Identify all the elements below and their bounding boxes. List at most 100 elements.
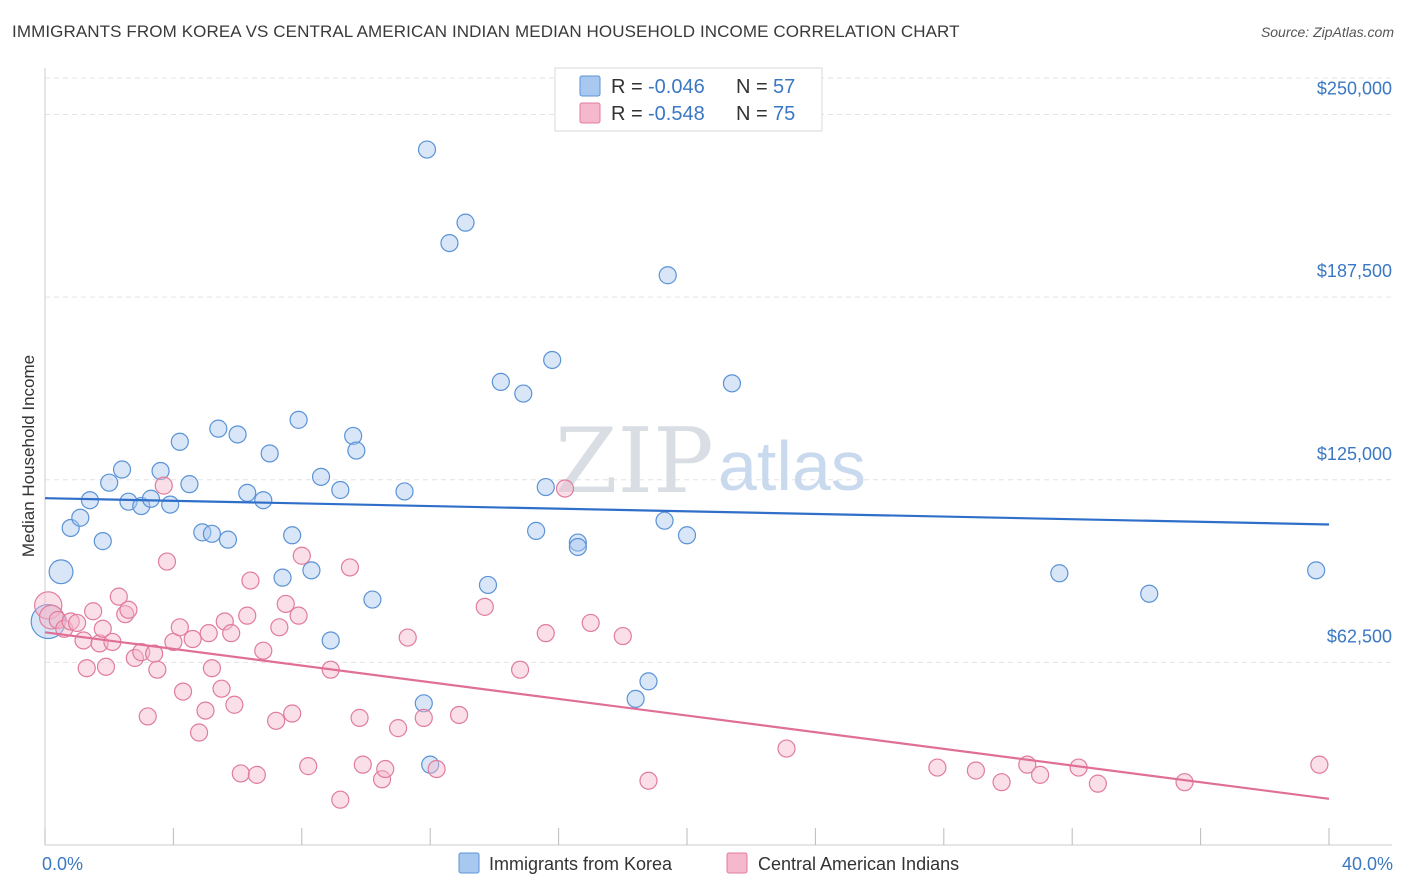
y-tick-label-3: $250,000 — [1317, 79, 1392, 99]
y-tick-label-2: $187,500 — [1317, 261, 1392, 281]
point-series0-9 — [132, 496, 151, 516]
point-series0-28 — [321, 631, 340, 650]
point-series0-41 — [514, 384, 533, 403]
point-series1-30 — [202, 659, 222, 678]
point-series0-39 — [478, 575, 498, 595]
axes — [44, 68, 1392, 846]
x-tick-label-0: 0.0% — [42, 854, 83, 874]
point-series1-48 — [331, 790, 350, 809]
point-series1-39 — [254, 641, 273, 660]
point-series1-56 — [414, 708, 433, 727]
legend-n-label-korea: N = — [736, 76, 768, 98]
point-series0-22 — [260, 444, 279, 463]
point-series1-73 — [1088, 774, 1107, 793]
legend-r-label-central-american: R = — [611, 103, 643, 125]
legend-n-value-korea: 57 — [773, 76, 795, 98]
point-series1-7 — [77, 659, 96, 678]
point-series1-22 — [157, 552, 177, 571]
point-series1-71 — [1030, 765, 1050, 784]
point-series0-17 — [209, 419, 228, 438]
point-series0-33 — [395, 482, 414, 501]
legend-r-value-korea: -0.046 — [648, 76, 705, 98]
point-series1-31 — [212, 679, 231, 698]
point-series0-50 — [658, 266, 677, 285]
point-series0-42 — [527, 521, 546, 540]
legend-n-label-central-american: N = — [736, 103, 768, 125]
point-series0-10 — [141, 489, 161, 508]
point-series1-50 — [350, 708, 369, 727]
point-series1-4 — [61, 612, 80, 631]
point-series0-34 — [417, 140, 437, 159]
bottom-legend-swatch-central-american — [726, 852, 748, 874]
point-series1-64 — [613, 626, 632, 646]
point-series0-40 — [491, 372, 510, 391]
point-series0-27 — [311, 467, 331, 486]
point-series1-62 — [555, 479, 575, 498]
point-series0-26 — [302, 561, 321, 580]
point-series1-34 — [225, 695, 244, 714]
point-series1-74 — [1175, 773, 1194, 792]
legend-swatch-central-american — [579, 102, 601, 124]
point-series0-32 — [363, 590, 382, 609]
point-series0-54 — [1140, 584, 1159, 603]
point-series1-21 — [154, 476, 173, 495]
trend-lines — [44, 497, 1330, 800]
point-series1-53 — [376, 759, 395, 779]
point-series1-69 — [992, 773, 1011, 792]
point-series0-51 — [677, 526, 697, 545]
point-series0-18 — [218, 530, 238, 549]
legend: R = -0.046 N = 57 R = -0.548 N = 75 — [554, 67, 823, 132]
point-series1-60 — [510, 660, 530, 679]
point-series1-8 — [84, 602, 103, 621]
y-tick-labels: $62,500 $125,000 $187,500 $250,000 — [1317, 79, 1392, 647]
point-series0-15 — [193, 523, 212, 542]
point-series0-23 — [273, 568, 292, 587]
point-series0-14 — [180, 475, 199, 494]
y-tick-label-0: $62,500 — [1327, 626, 1392, 646]
point-series1-13 — [109, 587, 128, 606]
point-series0-44 — [543, 350, 562, 370]
y-tick-label-1: $125,000 — [1317, 444, 1392, 464]
bottom-legend: Immigrants from Korea Central American I… — [458, 852, 959, 874]
point-series1-49 — [340, 558, 360, 577]
point-series1-15 — [119, 600, 138, 619]
legend-n-value-central-american: 75 — [773, 103, 795, 125]
point-series0-47 — [626, 689, 645, 709]
point-series1-55 — [398, 628, 417, 647]
point-series0-6 — [100, 473, 119, 492]
point-series1-32 — [215, 612, 234, 631]
point-series0-1 — [48, 559, 74, 585]
point-series1-28 — [196, 701, 215, 720]
point-series0-7 — [112, 460, 132, 479]
point-series0-35 — [414, 694, 433, 713]
point-series1-24 — [170, 618, 189, 637]
point-series1-61 — [536, 624, 555, 643]
x-tick-label-1: 40.0% — [1342, 854, 1393, 874]
point-series1-18 — [138, 707, 157, 726]
point-series1-66 — [777, 739, 796, 758]
point-series0-21 — [254, 491, 273, 510]
point-series0-5 — [93, 532, 112, 551]
point-series1-63 — [581, 613, 600, 633]
point-series0-16 — [202, 524, 222, 543]
point-series0-25 — [289, 410, 308, 429]
point-series0-46 — [568, 537, 587, 557]
y-axis-label: Median Household Income — [19, 355, 38, 557]
point-series1-35 — [231, 764, 250, 783]
point-series1-51 — [353, 755, 372, 774]
legend-r-label-korea: R = — [611, 76, 643, 98]
point-series1-52 — [372, 770, 392, 789]
point-series0-24 — [283, 526, 302, 545]
point-series0-55 — [1307, 561, 1326, 580]
point-series1-67 — [928, 758, 947, 777]
point-series1-45 — [292, 546, 311, 565]
point-series0-3 — [71, 508, 90, 527]
point-series1-29 — [199, 624, 218, 643]
point-series1-65 — [639, 771, 658, 790]
point-series0-43 — [536, 477, 555, 497]
point-series1-25 — [173, 682, 193, 701]
point-series0-31 — [347, 441, 366, 460]
legend-r-value-central-american: -0.548 — [648, 103, 705, 125]
point-series0-53 — [1050, 564, 1069, 583]
